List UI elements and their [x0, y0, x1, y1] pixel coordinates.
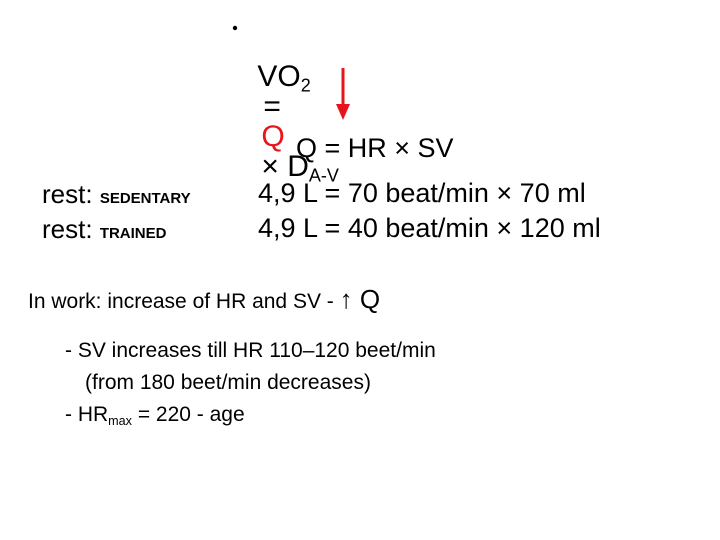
title-times: × D [261, 150, 309, 183]
q-formula: Q = HR × SV [296, 133, 454, 163]
hrmax-prefix: - HR [65, 403, 109, 426]
title-v: V [257, 60, 278, 93]
rest-kind: TRAINED [99, 225, 167, 242]
row-label: rest: TRAINED [42, 216, 166, 242]
title-q: Q [261, 120, 285, 153]
title-sub: A-V [308, 165, 339, 186]
row-formula: 4,9 L = 40 beat/min × 120 ml [258, 213, 601, 243]
hrmax-line: - HRmax = 220 - age [65, 403, 245, 428]
rest-label: rest: [42, 214, 93, 244]
title-sub: 2 [300, 75, 311, 96]
row-formula: 4,9 L = 70 beat/min × 70 ml [258, 178, 586, 208]
title-o: O [277, 60, 301, 93]
work-line: In work: increase of HR and SV - ↑ Q [28, 286, 380, 312]
arrow-head [336, 104, 350, 120]
note: (from 180 beet/min decreases) [85, 371, 371, 394]
rest-kind: SEDENTARY [99, 190, 191, 207]
work-text: In work: increase of HR and SV - [28, 290, 334, 313]
hrmax-sub: max [108, 413, 132, 428]
note: - SV increases till HR 110–120 beet/min [65, 339, 436, 362]
title-equals: = [263, 90, 281, 123]
dot-accent [232, 25, 238, 31]
rest-label: rest: [42, 179, 93, 209]
title: VO2 = Q × DA-V [224, 32, 339, 212]
row-label: rest: SEDENTARY [42, 181, 191, 207]
work-arrow-q: ↑ Q [339, 284, 381, 314]
hrmax-rest: = 220 - age [137, 403, 245, 426]
